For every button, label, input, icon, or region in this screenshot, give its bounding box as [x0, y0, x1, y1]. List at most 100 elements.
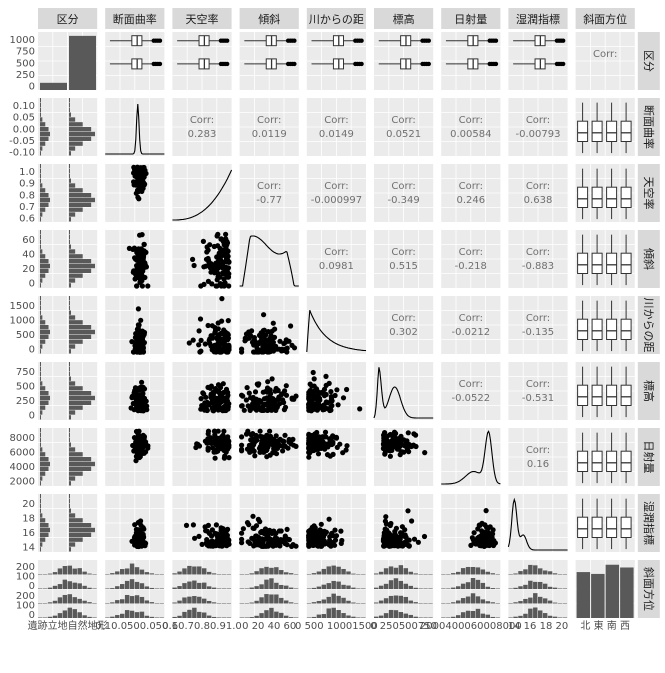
hist-bar: [172, 602, 177, 604]
scatter-point: [478, 537, 484, 543]
hist-bar: [40, 193, 49, 198]
scatter-point: [219, 247, 225, 253]
hist-bar: [470, 610, 476, 618]
hist-bar: [69, 310, 72, 315]
hist-bar: [40, 296, 41, 301]
hist-bar: [40, 151, 41, 156]
scatter-point: [392, 531, 398, 538]
scatter-point: [315, 543, 321, 549]
col-strip-label: 斜面方位: [583, 12, 627, 26]
scatter-point: [357, 406, 363, 412]
hist-bar: [40, 268, 49, 273]
scatter-point: [422, 450, 428, 456]
panel-1-5: [306, 32, 366, 90]
hist-bar: [490, 573, 495, 575]
scatter-point: [136, 344, 142, 350]
panel-4-4: [239, 230, 299, 288]
scatter-point: [135, 541, 141, 547]
hist-bar: [69, 98, 70, 103]
hist-bar: [40, 146, 43, 151]
hist-bar: [69, 131, 95, 137]
hist-bar: [552, 573, 558, 575]
hist-bar: [326, 596, 331, 604]
scatter-point: [139, 332, 145, 338]
hist-bar: [279, 570, 284, 575]
panel-6-9: [575, 362, 635, 420]
scatter-point: [256, 397, 262, 403]
scatter-point: [138, 258, 144, 264]
hist-bar: [40, 98, 41, 103]
row-strip-1: 区分: [637, 32, 660, 90]
scatter-point: [205, 522, 211, 529]
scatter-point: [145, 445, 151, 451]
hist-bar: [206, 571, 212, 575]
hist-bar: [398, 612, 404, 618]
hist-bar: [69, 325, 92, 330]
scatter-point: [219, 330, 225, 336]
scatter-point: [244, 336, 250, 342]
hist-bar: [413, 602, 418, 604]
scatter-point: [135, 334, 141, 340]
hist-bar: [562, 588, 568, 589]
hist-bar: [480, 613, 486, 618]
hist-bar: [40, 212, 43, 217]
panel-4-7: Corr: -0.218: [441, 230, 501, 288]
hist-bar: [418, 603, 423, 604]
hist-bar: [221, 603, 227, 604]
hist-bar: [40, 518, 46, 523]
hist-bar: [40, 234, 41, 240]
hist-bar: [40, 442, 41, 447]
scatter-point: [340, 395, 347, 401]
hist-bar: [523, 613, 528, 618]
hist-bar: [40, 334, 49, 339]
scatter-point: [134, 283, 140, 289]
hist-bar: [40, 329, 50, 335]
hist-bar: [69, 230, 70, 235]
hist-bar: [187, 565, 192, 575]
hist-bar: [40, 405, 46, 410]
corr-label: Corr:: [324, 181, 348, 192]
scatter-point: [213, 522, 219, 528]
hist-bar: [254, 600, 259, 604]
hist-bar: [69, 178, 72, 183]
hist-bar: [361, 603, 366, 604]
hist-bar: [69, 457, 92, 462]
hist-bar: [403, 583, 409, 589]
corr-value: 0.638: [524, 195, 553, 206]
hist-bar: [110, 602, 115, 604]
box-outlier: [157, 61, 163, 67]
scatter-point: [220, 381, 226, 387]
scatter-point: [323, 529, 329, 535]
hist-bar: [40, 432, 41, 438]
scatter-point: [239, 448, 245, 454]
col-strip-label: 標高: [393, 12, 415, 26]
scatter-point: [272, 438, 278, 444]
hist-bar: [69, 527, 95, 533]
y-tick-label: 0.7: [19, 202, 35, 213]
y-tick-label: 0.9: [19, 179, 35, 190]
hist-bar: [221, 588, 227, 589]
scatter-point: [212, 330, 218, 336]
col-strip-6: 標高: [374, 8, 434, 29]
hist-bar: [378, 615, 384, 618]
scatter-point: [273, 343, 279, 349]
hist-bar: [69, 481, 72, 486]
hist-bar: [69, 141, 83, 146]
hist-bar: [465, 610, 471, 618]
panel-4-5: Corr: 0.0981: [306, 230, 366, 288]
scatter-point: [220, 259, 226, 265]
hist-bar: [346, 600, 351, 604]
hist-bar: [239, 574, 245, 575]
hist-bar: [134, 595, 140, 604]
hist-bar: [40, 188, 46, 193]
scatter-point: [334, 387, 340, 393]
scatter-point: [337, 441, 343, 447]
panel-5-6: Corr: 0.302: [374, 296, 434, 354]
scatter-point: [415, 539, 421, 545]
hist-bar: [456, 571, 461, 575]
hist-bar: [470, 578, 476, 589]
panel-1-7: [441, 32, 501, 90]
panel-7-6: [374, 428, 434, 486]
scatter-point: [135, 168, 141, 175]
hist-bar: [413, 616, 418, 618]
